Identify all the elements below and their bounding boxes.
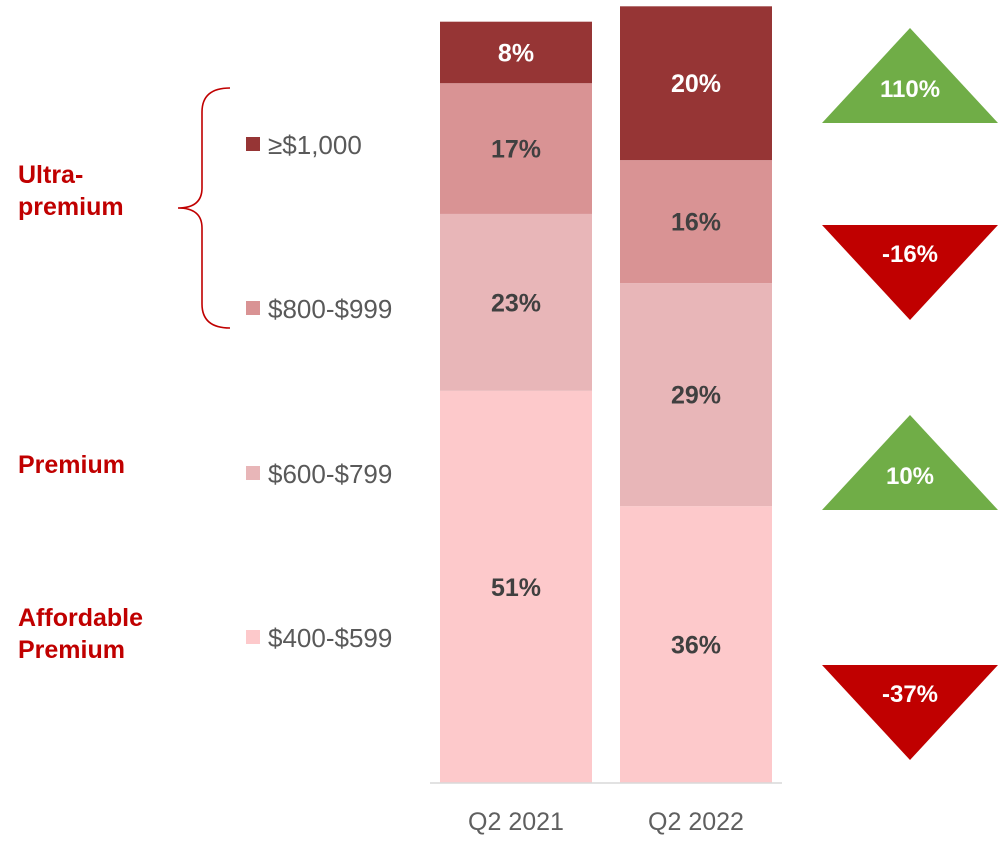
data-label-600-799-q2-2021: 23% (491, 289, 541, 317)
bar-segment-600-799-q2-2021 (440, 213, 592, 391)
data-label-400-599-q2-2021: 51% (491, 574, 541, 602)
bar-segment-600-799-q2-2022 (620, 283, 772, 507)
legend-swatch (246, 301, 260, 315)
legend-label: ≥$1,000 (268, 130, 362, 160)
change-label: 110% (880, 76, 940, 103)
change-label: 10% (886, 463, 934, 490)
data-label-800-999-q2-2022: 16% (671, 209, 721, 237)
legend-label: $600-$799 (268, 459, 392, 489)
legend-label: $400-$599 (268, 623, 392, 653)
down-triangle-icon (822, 225, 998, 320)
change-label: -16% (882, 241, 938, 268)
up-triangle-icon (822, 415, 998, 510)
legend-label: $800-$999 (268, 294, 392, 324)
bars-layer: 51% 23% 17% 8% Q2 2021 36% 29% 16% 20% Q2 2022 (440, 6, 772, 836)
legend: ≥$1,000 $800-$999 $600-$799 $400-$599 (246, 130, 392, 653)
change-indicator-down-2: -16% (822, 225, 998, 320)
bar-column-q2-2022: 36% 29% 16% 20% Q2 2022 (620, 6, 772, 836)
bar-column-q2-2021: 51% 23% 17% 8% Q2 2021 (440, 21, 592, 836)
change-indicators: 110% -16% 10% -37% (822, 28, 998, 760)
legend-item-1-000: ≥$1,000 (246, 130, 362, 160)
group-label-ultra-premium: Ultra-premium (18, 87, 231, 329)
legend-item-800-999: $800-$999 (246, 294, 392, 324)
group-label-premium: Premium (18, 451, 125, 479)
change-label: -37% (882, 681, 938, 708)
bar-segment-800-999-q2-2021 (440, 83, 592, 214)
data-label-600-799-q2-2022: 29% (671, 382, 721, 410)
bar-segment-1-000-q2-2022 (620, 6, 772, 161)
change-indicator-up-3: 10% (822, 415, 998, 510)
bar-segment-400-599-q2-2022 (620, 506, 772, 783)
change-indicator-down-4: -37% (822, 665, 998, 760)
down-triangle-icon (822, 665, 998, 760)
bar-segment-1-000-q2-2021 (440, 21, 592, 84)
data-label-1-000-q2-2021: 8% (498, 39, 534, 67)
legend-item-400-599: $400-$599 (246, 623, 392, 653)
legend-swatch (246, 630, 260, 644)
segment-groups: Ultra-premium Premium Affordable Premium (18, 87, 231, 664)
group-label-text: Premium (18, 451, 125, 479)
legend-swatch (246, 137, 260, 151)
x-tick-label-q2-2022: Q2 2022 (648, 808, 744, 836)
group-label-affordable-premium: Affordable Premium (18, 604, 143, 664)
bar-segment-800-999-q2-2022 (620, 160, 772, 284)
change-indicator-up-1: 110% (822, 28, 998, 123)
up-triangle-icon (822, 28, 998, 123)
ultra-premium-brace (177, 87, 231, 329)
legend-swatch (246, 466, 260, 480)
group-label-text: Ultra-premium (18, 161, 124, 221)
data-label-1-000-q2-2022: 20% (671, 70, 721, 98)
group-label-text: Affordable Premium (18, 604, 143, 664)
bar-segment-400-599-q2-2021 (440, 390, 592, 783)
data-label-800-999-q2-2021: 17% (491, 136, 541, 164)
data-label-400-599-q2-2022: 36% (671, 632, 721, 660)
legend-item-600-799: $600-$799 (246, 459, 392, 489)
x-tick-label-q2-2021: Q2 2021 (468, 808, 564, 836)
